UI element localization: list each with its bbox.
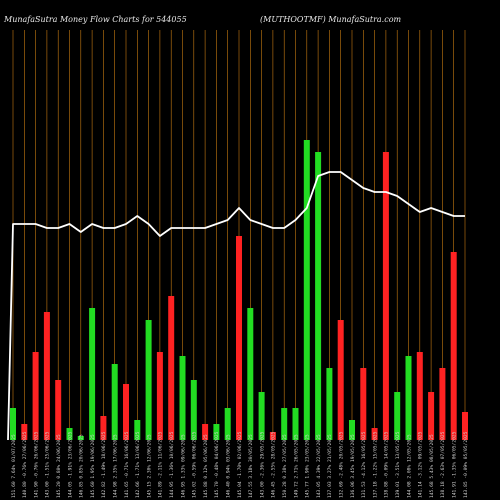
bar bbox=[43, 312, 50, 440]
bar bbox=[247, 308, 254, 440]
bar bbox=[100, 416, 107, 440]
bar bbox=[303, 140, 310, 440]
x-tick-label: 140.80 -0.76% 27/06/2025 bbox=[22, 431, 28, 498]
x-tick-label: 143.05 4.39% 22/05/2025 bbox=[316, 434, 322, 498]
x-tick-label: 145.70 -0.48% 04/06/2025 bbox=[214, 431, 220, 498]
bar bbox=[179, 356, 186, 440]
x-axis-labels: 151.60 7.64% 01/07/2025 140.80 -0.76% 27/… bbox=[11, 431, 469, 498]
x-tick-label: 145.20 0.80% 24/06/2025 bbox=[56, 434, 62, 498]
x-tick-label: 146.40 0.94% 03/06/2025 bbox=[226, 434, 232, 498]
x-tick-label: 145.60 1.95% 19/06/2025 bbox=[90, 434, 96, 498]
bar bbox=[202, 424, 209, 440]
x-tick-label: 143.00 -2.36% 29/05/2025 bbox=[259, 431, 265, 498]
chart-subtitle: (MUTHOOTMF) MunafaSutra.com bbox=[260, 15, 402, 24]
x-tick-label: 145.77 1.90% 23/05/2025 bbox=[305, 434, 311, 498]
x-tick-label: 145.02 -0.59% 06/06/2025 bbox=[192, 431, 198, 498]
x-tick-label: 151.60 7.64% 01/07/2025 bbox=[11, 434, 17, 498]
x-tick-label: 145.88 0.12% 05/06/2025 bbox=[203, 434, 209, 498]
x-tick-label: 144.05 -1.91% 23/06/2025 bbox=[67, 431, 73, 498]
bar bbox=[213, 424, 220, 440]
x-tick-label: 141.91 -1.35% 06/05/2025 bbox=[452, 431, 458, 498]
bar bbox=[168, 296, 175, 440]
x-tick-label: 144.98 2.35% 17/06/2025 bbox=[113, 434, 119, 498]
bar bbox=[236, 236, 242, 440]
bar bbox=[394, 392, 401, 440]
bar bbox=[382, 152, 389, 440]
x-tick-label: 144.95 -1.36% 10/06/2025 bbox=[169, 431, 175, 498]
bar bbox=[111, 364, 118, 440]
x-tick-label: 142.82 -1.49% 18/06/2025 bbox=[101, 431, 107, 498]
x-tick-label: 146.85 0.85% 20/06/2025 bbox=[79, 434, 85, 498]
x-tick-label: 142.66 -1.71% 13/06/2025 bbox=[135, 431, 141, 498]
x-tick-label: 144.08 2.08% 12/05/2025 bbox=[406, 434, 412, 498]
bar bbox=[315, 152, 322, 440]
x-tick-label: 131.53 -4.12% 16/05/2025 bbox=[361, 431, 367, 498]
bar bbox=[416, 352, 423, 440]
bar bbox=[123, 384, 129, 440]
bar bbox=[21, 424, 28, 440]
bar bbox=[405, 356, 412, 440]
bar bbox=[145, 320, 152, 440]
bar bbox=[258, 392, 265, 440]
x-tick-label: 132.69 -2.48% 20/05/2025 bbox=[339, 431, 345, 498]
bar bbox=[224, 408, 231, 440]
bar bbox=[292, 408, 299, 440]
bar bbox=[349, 420, 355, 440]
x-tick-label: 139.01 -3.51% 13/05/2025 bbox=[395, 431, 401, 498]
x-tick-label: 141.14 -3.12% 09/05/2025 bbox=[418, 431, 424, 498]
x-tick-label: 146.45 -2.55% 28/05/2025 bbox=[271, 431, 277, 498]
x-tick-label: 145.04 -1.70% 02/06/2025 bbox=[237, 431, 243, 498]
chart-title: MunafaSutra Money Flow Charts for 544055 bbox=[3, 15, 187, 24]
bar bbox=[89, 308, 96, 440]
x-tick-label: 143.00 -1.51% 25/06/2025 bbox=[45, 431, 51, 498]
x-tick-label: 141.90 -0.76% 26/06/2025 bbox=[33, 431, 39, 498]
bar bbox=[134, 420, 141, 440]
bar bbox=[55, 380, 62, 440]
bar bbox=[360, 368, 367, 440]
bar bbox=[156, 352, 163, 440]
x-tick-label: 141.89 -2.11% 11/06/2025 bbox=[158, 431, 164, 498]
x-tick-label: 137.18 -1.22% 15/05/2025 bbox=[372, 431, 378, 498]
bar bbox=[190, 380, 197, 440]
x-tick-label: 136.06 3.45% 19/05/2025 bbox=[350, 434, 356, 498]
x-tick-label: 145.15 2.30% 12/06/2025 bbox=[146, 434, 152, 498]
x-tick-label: 143.85 -0.09% 05/05/2025 bbox=[463, 431, 469, 498]
bar bbox=[326, 368, 333, 440]
bar bbox=[66, 428, 73, 440]
x-tick-label: 150.28 0.38% 27/05/2025 bbox=[282, 434, 288, 498]
bar bbox=[428, 392, 435, 440]
bar-series bbox=[10, 140, 468, 440]
x-tick-label: 141.65 -0.71% 16/06/2025 bbox=[124, 431, 130, 498]
bar bbox=[269, 432, 276, 440]
bar bbox=[371, 428, 378, 440]
x-tick-label: 138.18 -2.63% 07/05/2025 bbox=[440, 431, 446, 498]
x-tick-label: 137.03 3.27% 21/05/2025 bbox=[327, 434, 333, 498]
bar bbox=[10, 408, 16, 440]
x-tick-label: 146.95 1.33% 09/06/2025 bbox=[180, 434, 186, 498]
x-tick-label: 149.72 2.71% 26/05/2025 bbox=[293, 434, 299, 498]
x-tick-label: 138.88 -0.09% 14/05/2025 bbox=[384, 431, 390, 498]
bar bbox=[439, 368, 446, 440]
bar bbox=[281, 408, 288, 440]
x-tick-label: 147.55 3.18% 30/05/2025 bbox=[248, 434, 254, 498]
bar bbox=[337, 320, 344, 440]
money-flow-line bbox=[7, 171, 465, 441]
bar bbox=[462, 412, 468, 440]
x-tick-label: 145.68 5.43% 08/05/2025 bbox=[429, 434, 435, 498]
bar bbox=[77, 436, 84, 440]
line-series bbox=[7, 171, 465, 441]
bar bbox=[32, 352, 39, 440]
bar bbox=[450, 252, 457, 440]
